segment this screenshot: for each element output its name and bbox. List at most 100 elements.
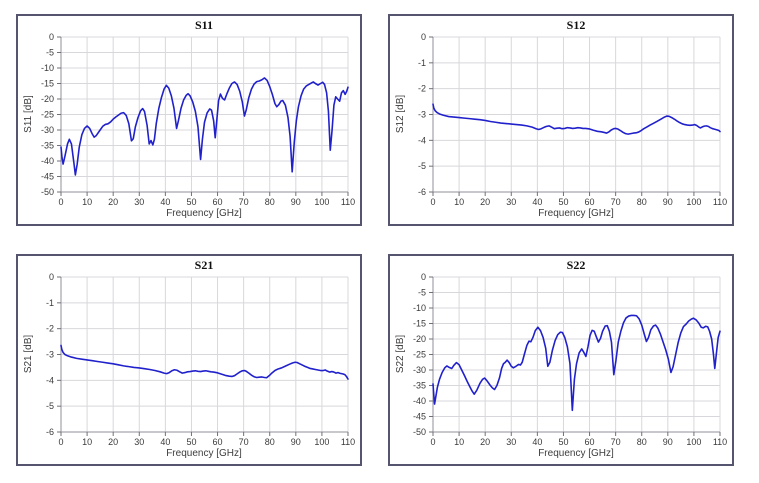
s22-chart-svg: 0 10 20 30 40 50 60 70 80 90 100 110 0 -5 -10 -15 -20 -25… xyxy=(395,258,727,459)
y-tick-label: 0 xyxy=(421,272,426,282)
y-tick-label: -6 xyxy=(418,187,426,197)
x-tick-label: 110 xyxy=(341,437,355,447)
x-tick-label: 60 xyxy=(585,437,595,447)
x-tick-label: 30 xyxy=(134,197,144,207)
x-tick-label: 30 xyxy=(134,437,144,447)
s21-y-axis-label: S21 [dB] xyxy=(23,335,34,374)
y-tick-label: -35 xyxy=(41,141,54,151)
s22-plot-area: 0 10 20 30 40 50 60 70 80 90 100 110 0 -5 -10 -15 -20 -25… xyxy=(413,272,727,447)
x-tick-label: 60 xyxy=(585,197,595,207)
x-tick-label: 70 xyxy=(239,197,249,207)
s12-chart-title: S12 xyxy=(567,18,586,32)
y-tick-label: -45 xyxy=(41,172,54,182)
y-tick-label: -20 xyxy=(41,94,54,104)
y-tick-label: -15 xyxy=(413,319,426,329)
x-tick-label: 20 xyxy=(108,437,118,447)
s12-curve xyxy=(432,103,721,135)
x-tick-label: 90 xyxy=(291,197,301,207)
s22-curve xyxy=(432,314,721,412)
y-tick-label: -50 xyxy=(41,187,54,197)
x-tick-label: 50 xyxy=(558,197,568,207)
x-tick-label: 90 xyxy=(663,437,673,447)
x-tick-label: 70 xyxy=(611,197,621,207)
s11-chart-svg: 0 10 20 30 40 50 60 70 80 90 100 110 0 -5 -10 -15 -20 -25… xyxy=(23,18,355,219)
s12-plot-area: 0 10 20 30 40 50 60 70 80 90 100 110 0 -1 -2 -3 -4 -5 -6 xyxy=(418,32,727,207)
s21-x-axis-label: Frequency [GHz] xyxy=(166,448,242,459)
x-tick-label: 10 xyxy=(454,437,464,447)
x-tick-label: 10 xyxy=(82,437,92,447)
y-tick-label: -45 xyxy=(413,412,426,422)
x-tick-label: 50 xyxy=(558,437,568,447)
y-tick-label: -10 xyxy=(41,63,54,73)
x-tick-label: 0 xyxy=(430,197,435,207)
panel-s11: 0 10 20 30 40 50 60 70 80 90 100 110 0 -5 -10 -15 -20 -25… xyxy=(16,14,362,226)
x-tick-label: 60 xyxy=(213,197,223,207)
x-tick-label: 10 xyxy=(82,197,92,207)
x-tick-label: 30 xyxy=(506,197,516,207)
y-tick-label: -35 xyxy=(413,381,426,391)
x-tick-label: 80 xyxy=(637,437,647,447)
y-tick-label: -3 xyxy=(418,110,426,120)
y-tick-label: -25 xyxy=(413,350,426,360)
y-tick-label: 0 xyxy=(49,272,54,282)
x-tick-label: 90 xyxy=(663,197,673,207)
x-tick-label: 20 xyxy=(480,437,490,447)
y-tick-label: -10 xyxy=(413,303,426,313)
panel-s12: 0 10 20 30 40 50 60 70 80 90 100 110 0 -1 -2 -3 -4 -5 -6 S… xyxy=(388,14,734,226)
y-tick-label: -2 xyxy=(46,324,54,334)
s11-plot-area: 0 10 20 30 40 50 60 70 80 90 100 110 0 -5 -10 -15 -20 -25… xyxy=(41,32,355,207)
y-tick-label: -20 xyxy=(413,334,426,344)
x-tick-label: 110 xyxy=(341,197,355,207)
y-tick-label: 0 xyxy=(49,32,54,42)
y-tick-label: -40 xyxy=(413,396,426,406)
x-tick-label: 80 xyxy=(265,437,275,447)
x-tick-label: 80 xyxy=(637,197,647,207)
x-tick-label: 30 xyxy=(506,437,516,447)
x-tick-label: 110 xyxy=(713,437,727,447)
x-tick-label: 50 xyxy=(186,197,196,207)
x-tick-label: 40 xyxy=(160,437,170,447)
x-tick-label: 40 xyxy=(532,197,542,207)
x-tick-label: 90 xyxy=(291,437,301,447)
s11-x-axis-label: Frequency [GHz] xyxy=(166,208,242,219)
x-tick-label: 100 xyxy=(314,197,329,207)
y-tick-label: -5 xyxy=(46,48,54,58)
y-tick-label: -50 xyxy=(413,427,426,437)
x-tick-label: 40 xyxy=(532,437,542,447)
y-tick-label: 0 xyxy=(421,32,426,42)
panel-s21: 0 10 20 30 40 50 60 70 80 90 100 110 0 -1 -2 -3 -4 -5 -6 S… xyxy=(16,254,362,466)
x-tick-label: 70 xyxy=(611,437,621,447)
x-tick-label: 50 xyxy=(186,437,196,447)
y-tick-label: -5 xyxy=(418,161,426,171)
y-tick-label: -30 xyxy=(41,125,54,135)
x-tick-label: 80 xyxy=(265,197,275,207)
s12-chart-svg: 0 10 20 30 40 50 60 70 80 90 100 110 0 -1 -2 -3 -4 -5 -6 S… xyxy=(395,18,727,219)
y-tick-label: -40 xyxy=(41,156,54,166)
y-tick-label: -4 xyxy=(418,135,426,145)
s21-curve xyxy=(60,344,349,380)
s21-chart-svg: 0 10 20 30 40 50 60 70 80 90 100 110 0 -1 -2 -3 -4 -5 -6 S… xyxy=(23,258,355,459)
y-tick-label: -5 xyxy=(46,401,54,411)
x-tick-label: 20 xyxy=(108,197,118,207)
s11-y-axis-label: S11 [dB] xyxy=(23,95,34,133)
x-tick-label: 100 xyxy=(686,197,701,207)
s21-plot-area: 0 10 20 30 40 50 60 70 80 90 100 110 0 -1 -2 -3 -4 -5 -6 xyxy=(46,272,355,447)
x-tick-label: 100 xyxy=(314,437,329,447)
s11-chart-title: S11 xyxy=(195,18,213,32)
x-tick-label: 10 xyxy=(454,197,464,207)
x-tick-label: 0 xyxy=(58,437,63,447)
y-tick-label: -1 xyxy=(46,298,54,308)
s12-x-axis-label: Frequency [GHz] xyxy=(538,208,614,219)
x-tick-label: 20 xyxy=(480,197,490,207)
y-tick-label: -15 xyxy=(41,79,54,89)
s22-chart-title: S22 xyxy=(567,258,586,272)
y-tick-label: -3 xyxy=(46,350,54,360)
y-tick-label: -4 xyxy=(46,375,54,385)
x-tick-label: 70 xyxy=(239,437,249,447)
x-tick-label: 100 xyxy=(686,437,701,447)
y-tick-label: -6 xyxy=(46,427,54,437)
panel-s22: 0 10 20 30 40 50 60 70 80 90 100 110 0 -5 -10 -15 -20 -25… xyxy=(388,254,734,466)
s11-curve xyxy=(60,77,349,176)
y-tick-label: -1 xyxy=(418,58,426,68)
